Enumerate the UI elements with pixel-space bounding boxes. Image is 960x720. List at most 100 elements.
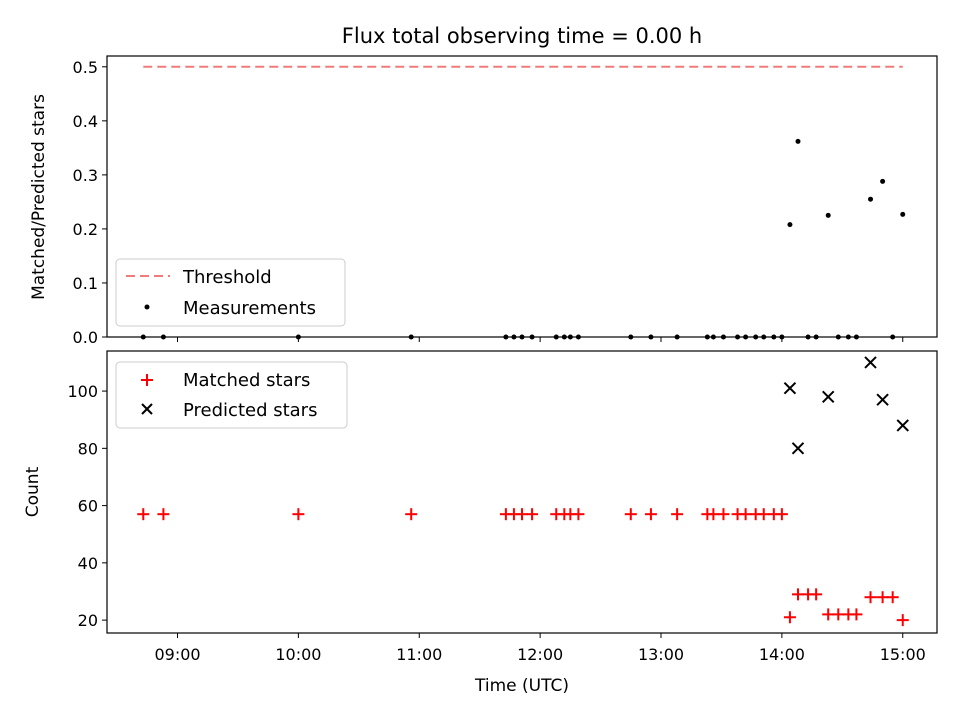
x-tick-label: 12:00 — [517, 645, 563, 664]
measurement-point — [628, 334, 634, 340]
matched-star-point — [516, 508, 528, 521]
measurement-point — [761, 334, 767, 340]
matched-star-point — [850, 608, 863, 621]
bottom-y-axis-label: Count — [23, 466, 43, 517]
matched-star-point — [644, 508, 657, 521]
measurement-point — [704, 334, 710, 340]
measurement-point — [567, 334, 573, 340]
x-tick-labels: 09:00 10:00 11:00 12:00 13:00 14:00 15:00 — [154, 645, 925, 664]
x-tick-label: 13:00 — [638, 645, 684, 664]
measurement-point — [845, 334, 851, 340]
bottom-y-tick-label: 100 — [67, 382, 98, 401]
top-y-axis-label: Matched/Predicted stars — [29, 94, 49, 300]
matched-star-point — [739, 508, 752, 521]
measurements-legend-label: Measurements — [183, 298, 316, 319]
predicted-star-point — [896, 419, 909, 432]
bottom-y-tick-label: 60 — [78, 497, 98, 516]
matched-star-point — [137, 508, 150, 521]
bottom-legend-box — [115, 361, 348, 429]
measurement-point — [710, 334, 716, 340]
bottom-plot-frame — [106, 350, 938, 634]
top-y-tick-label: 0.1 — [73, 274, 98, 293]
x-tick-label: 09:00 — [154, 645, 200, 664]
bottom-y-tick-label: 20 — [78, 611, 98, 630]
matched-star-point — [886, 591, 899, 604]
predicted-star-point — [783, 382, 797, 395]
bottom-plot-marks — [137, 356, 909, 627]
x-tick-label: 10:00 — [275, 645, 321, 664]
matched-star-point — [717, 508, 730, 521]
bottom-x-ticks — [177, 633, 904, 638]
matched-star-point — [810, 588, 823, 601]
measurement-point — [295, 334, 301, 340]
matched-star-point — [864, 591, 877, 604]
measurement-point — [511, 334, 517, 340]
measurement-point — [813, 334, 819, 340]
matched-legend-label: Matched stars — [183, 370, 310, 391]
measurement-point — [787, 222, 793, 228]
matched-star-point — [624, 508, 637, 521]
x-axis-label: Time (UTC) — [474, 676, 569, 696]
measurement-point — [529, 334, 535, 340]
measurement-point — [890, 334, 896, 340]
top-y-tick-label: 0.4 — [73, 112, 98, 131]
x-tick-label: 15:00 — [880, 645, 926, 664]
measurement-point — [648, 334, 654, 340]
bottom-y-tick-label: 80 — [78, 439, 98, 458]
measurement-point — [561, 334, 567, 340]
measurement-point — [835, 334, 841, 340]
x-tick-label: 14:00 — [759, 645, 805, 664]
bottom-y-tick-label: 40 — [78, 554, 98, 573]
measurement-point — [720, 334, 726, 340]
matched-star-point — [783, 611, 796, 624]
predicted-star-point — [864, 356, 877, 369]
measurement-point — [771, 334, 777, 340]
measurement-point — [674, 334, 680, 340]
top-y-tick-label: 0.0 — [73, 328, 98, 347]
top-y-tick-label: 0.5 — [73, 58, 98, 77]
matched-star-point — [876, 591, 889, 604]
measurement-point — [519, 334, 525, 340]
x-tick-label: 11:00 — [396, 645, 442, 664]
measurement-point — [553, 334, 559, 340]
matched-star-point — [572, 508, 585, 521]
top-legend-box — [115, 258, 346, 327]
predicted-star-point — [822, 390, 835, 404]
measurement-point — [795, 138, 801, 144]
top-y-ticks: 0.0 0.1 0.2 0.3 0.4 0.5 — [73, 58, 107, 347]
matched-star-point — [157, 508, 170, 521]
measurement-point — [735, 334, 741, 340]
matched-star-point — [896, 614, 909, 627]
matched-star-point — [791, 588, 804, 601]
matched-star-point — [405, 508, 418, 521]
measurements-legend-swatch — [144, 304, 150, 310]
top-panel: 0.0 0.1 0.2 0.3 0.4 0.5 Matched/Predicted sta… — [29, 55, 938, 347]
predicted-legend-label: Predicted stars — [183, 400, 317, 421]
measurement-point — [160, 334, 166, 340]
matched-star-point — [707, 508, 720, 521]
measurement-point — [140, 334, 146, 340]
matched-star-point — [292, 508, 305, 521]
top-x-ticks — [177, 337, 904, 342]
measurement-point — [575, 334, 581, 340]
threshold-legend-label: Threshold — [182, 267, 272, 288]
measurement-point — [853, 334, 859, 340]
bottom-y-ticks: 20 40 60 80 100 — [67, 382, 107, 630]
matched-star-point — [757, 508, 770, 521]
measurement-point — [779, 334, 785, 340]
matched-star-point — [822, 608, 835, 621]
top-legend: Threshold Measurements — [115, 258, 346, 327]
bottom-panel: 20 40 60 80 100 Count Matched stars Predicte… — [23, 350, 938, 638]
predicted-star-point — [791, 442, 805, 455]
measurement-point — [868, 196, 874, 202]
measurement-point — [408, 334, 414, 340]
chart-title: Flux total observing time = 0.00 h — [342, 24, 702, 48]
matched-star-point — [832, 608, 845, 621]
measurement-point — [825, 212, 831, 218]
matched-star-point — [671, 508, 684, 521]
matched-star-point — [775, 508, 788, 521]
bottom-legend: Matched stars Predicted stars — [115, 361, 348, 429]
measurement-point — [753, 334, 759, 340]
top-plot-marks — [140, 65, 906, 340]
